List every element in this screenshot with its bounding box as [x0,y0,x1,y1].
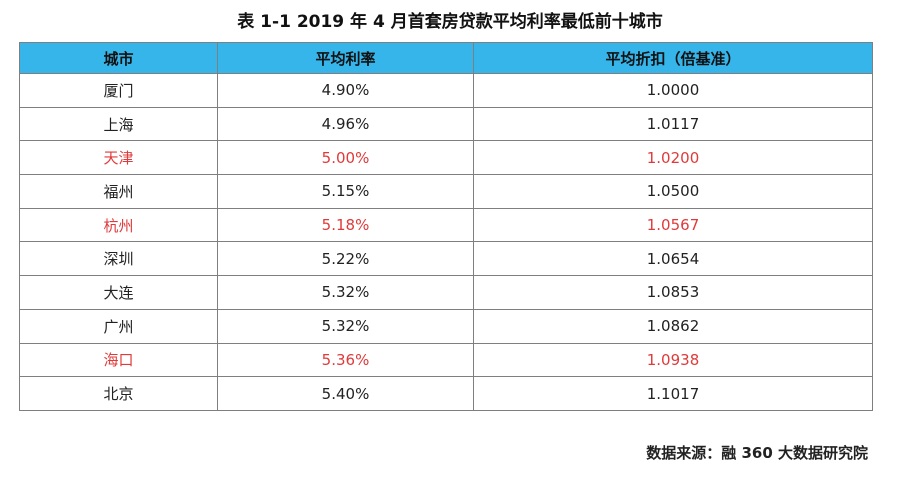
discount-cell: 1.0567 [473,207,873,243]
table-row: 大连 5.32% 1.0853 [19,275,873,310]
city-cell: 福州 [19,174,218,209]
city-cell: 上海 [19,106,218,142]
city-cell: 天津 [19,140,218,176]
table-row: 福州 5.15% 1.0500 [19,174,873,209]
table-row: 上海 4.96% 1.0117 [19,106,873,142]
data-source-note: 数据来源：融 360 大数据研究院 [646,444,868,462]
discount-cell: 1.1017 [473,376,873,411]
rate-cell: 5.00% [217,140,474,176]
rate-cell: 4.96% [217,106,474,142]
discount-cell: 1.0500 [473,174,873,209]
page-title: 表 1-1 2019 年 4 月首套房贷款平均利率最低前十城市 [237,12,663,32]
discount-cell: 1.0200 [473,140,873,176]
city-cell: 深圳 [19,241,218,277]
column-header-discount: 平均折扣（倍基准） [473,42,873,74]
rate-cell: 5.36% [217,342,474,378]
rate-cell: 5.32% [217,275,474,310]
city-cell: 北京 [19,376,218,411]
table-body: 厦门 4.90% 1.0000 上海 4.96% 1.0117 天津 5.00% 1.0200 福… [19,73,873,411]
table-row: 天津 5.00% 1.0200 [19,140,873,176]
table-row: 厦门 4.90% 1.0000 [19,73,873,108]
rate-cell: 5.15% [217,174,474,209]
discount-cell: 1.0654 [473,241,873,277]
city-cell: 杭州 [19,207,218,243]
city-cell: 厦门 [19,73,218,108]
table-row: 深圳 5.22% 1.0654 [19,241,873,277]
column-header-city: 城市 [19,42,218,74]
rate-cell: 5.40% [217,376,474,411]
discount-cell: 1.0853 [473,275,873,310]
table-header-row: 城市 平均利率 平均折扣（倍基准） [19,42,873,74]
table-row: 杭州 5.18% 1.0567 [19,207,873,243]
city-cell: 海口 [19,342,218,378]
city-cell: 广州 [19,308,218,344]
rate-cell: 5.18% [217,207,474,243]
table-row: 广州 5.32% 1.0862 [19,308,873,344]
discount-cell: 1.0000 [473,73,873,108]
rate-table: 城市 平均利率 平均折扣（倍基准） 厦门 4.90% 1.0000 上海 4.96% 1.… [19,42,873,411]
table-row: 北京 5.40% 1.1017 [19,376,873,411]
city-cell: 大连 [19,275,218,310]
rate-cell: 5.32% [217,308,474,344]
column-header-rate: 平均利率 [217,42,474,74]
discount-cell: 1.0938 [473,342,873,378]
rate-cell: 4.90% [217,73,474,108]
rate-cell: 5.22% [217,241,474,277]
discount-cell: 1.0862 [473,308,873,344]
discount-cell: 1.0117 [473,106,873,142]
table-row: 海口 5.36% 1.0938 [19,342,873,378]
